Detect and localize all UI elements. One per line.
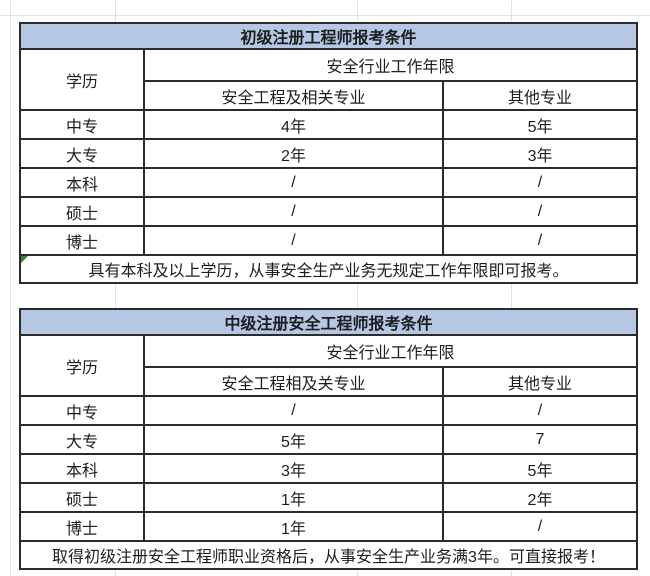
- background-gridline: [115, 0, 116, 576]
- education-cell: 本科: [19, 453, 145, 484]
- other-major-years-cell: /: [441, 167, 639, 198]
- work-years-header: 安全行业工作年限: [142, 48, 639, 82]
- table-subheader-row: 安全工程及相关专业 其他专业: [20, 80, 639, 111]
- education-cell: 硕士: [19, 482, 145, 513]
- other-major-header: 其他专业: [441, 366, 639, 397]
- table-row: 博士 / /: [19, 225, 639, 256]
- table-subheader-row: 安全工程相及关专业 其他专业: [20, 366, 639, 397]
- table-row: 硕士 / /: [19, 196, 639, 227]
- note-text: 具有本科及以上学历，从事安全生产业务无规定工作年限即可报考。: [88, 263, 569, 280]
- table-row: 博士 1年 /: [19, 511, 639, 542]
- safety-major-years-cell: 1年: [143, 482, 444, 513]
- table-title-row: 初级注册工程师报考条件: [18, 22, 639, 50]
- table-row: 大专 5年 7: [19, 424, 639, 455]
- table-row: 本科 3年 5年: [19, 453, 639, 484]
- safety-major-years-cell: /: [143, 395, 444, 426]
- table-row: 本科 / /: [19, 167, 639, 198]
- other-major-years-cell: /: [441, 225, 639, 256]
- table-row: 大专 2年 3年: [19, 138, 639, 169]
- safety-major-years-cell: /: [143, 196, 444, 227]
- education-cell: 中专: [19, 395, 145, 426]
- education-cell: 博士: [19, 511, 145, 542]
- other-major-years-cell: /: [441, 511, 639, 542]
- safety-major-years-cell: 4年: [143, 109, 444, 140]
- education-cell: 中专: [19, 109, 145, 140]
- table-title: 初级注册工程师报考条件: [18, 22, 639, 50]
- background-gridline: [0, 15, 650, 16]
- education-cell: 博士: [19, 225, 145, 256]
- background-gridline: [10, 0, 11, 576]
- table-note: 取得初级注册安全工程师职业资格后，从事安全生产业务满3年。可直接报考！: [18, 540, 639, 570]
- table-header-row: 学历 安全行业工作年限: [19, 48, 639, 111]
- safety-major-years-cell: /: [143, 225, 444, 256]
- education-header: 学历: [19, 334, 145, 397]
- education-cell: 本科: [19, 167, 145, 198]
- table-note-row: 取得初级注册安全工程师职业资格后，从事安全生产业务满3年。可直接报考！: [18, 540, 639, 570]
- other-major-header: 其他专业: [441, 80, 639, 111]
- junior-requirements-table: 初级注册工程师报考条件 学历 安全行业工作年限 安全工程及相关专业 其他专业 中…: [18, 22, 639, 284]
- other-major-years-cell: 3年: [441, 138, 639, 169]
- table-note-row: 具有本科及以上学历，从事安全生产业务无规定工作年限即可报考。: [18, 254, 639, 284]
- table-row: 中专 / /: [19, 395, 639, 426]
- safety-major-header: 安全工程相及关专业: [143, 366, 444, 397]
- safety-major-years-cell: 1年: [143, 511, 444, 542]
- table-row: 中专 4年 5年: [19, 109, 639, 140]
- note-text: 取得初级注册安全工程师职业资格后，从事安全生产业务满3年。可直接报考！: [52, 549, 605, 566]
- other-major-years-cell: /: [441, 395, 639, 426]
- other-major-years-cell: 5年: [441, 109, 639, 140]
- safety-major-years-cell: 2年: [143, 138, 444, 169]
- other-major-years-cell: 2年: [441, 482, 639, 513]
- table-note: 具有本科及以上学历，从事安全生产业务无规定工作年限即可报考。: [18, 254, 639, 284]
- other-major-years-cell: 5年: [441, 453, 639, 484]
- education-cell: 硕士: [19, 196, 145, 227]
- education-header: 学历: [19, 48, 145, 111]
- cell-flag-icon: [22, 257, 28, 263]
- table-title: 中级注册安全工程师报考条件: [18, 308, 639, 336]
- table-title-row: 中级注册安全工程师报考条件: [18, 308, 639, 336]
- background-gridline: [357, 0, 358, 576]
- safety-major-years-cell: /: [143, 167, 444, 198]
- education-cell: 大专: [19, 424, 145, 455]
- safety-major-years-cell: 3年: [143, 453, 444, 484]
- work-years-header: 安全行业工作年限: [142, 334, 639, 368]
- intermediate-requirements-table: 中级注册安全工程师报考条件 学历 安全行业工作年限 安全工程相及关专业 其他专业…: [18, 308, 639, 570]
- education-cell: 大专: [19, 138, 145, 169]
- table-row: 硕士 1年 2年: [19, 482, 639, 513]
- safety-major-years-cell: 5年: [143, 424, 444, 455]
- other-major-years-cell: 7: [441, 424, 639, 455]
- background-gridline: [511, 0, 512, 576]
- other-major-years-cell: /: [441, 196, 639, 227]
- table-header-row: 学历 安全行业工作年限: [19, 334, 639, 397]
- safety-major-header: 安全工程及相关专业: [143, 80, 444, 111]
